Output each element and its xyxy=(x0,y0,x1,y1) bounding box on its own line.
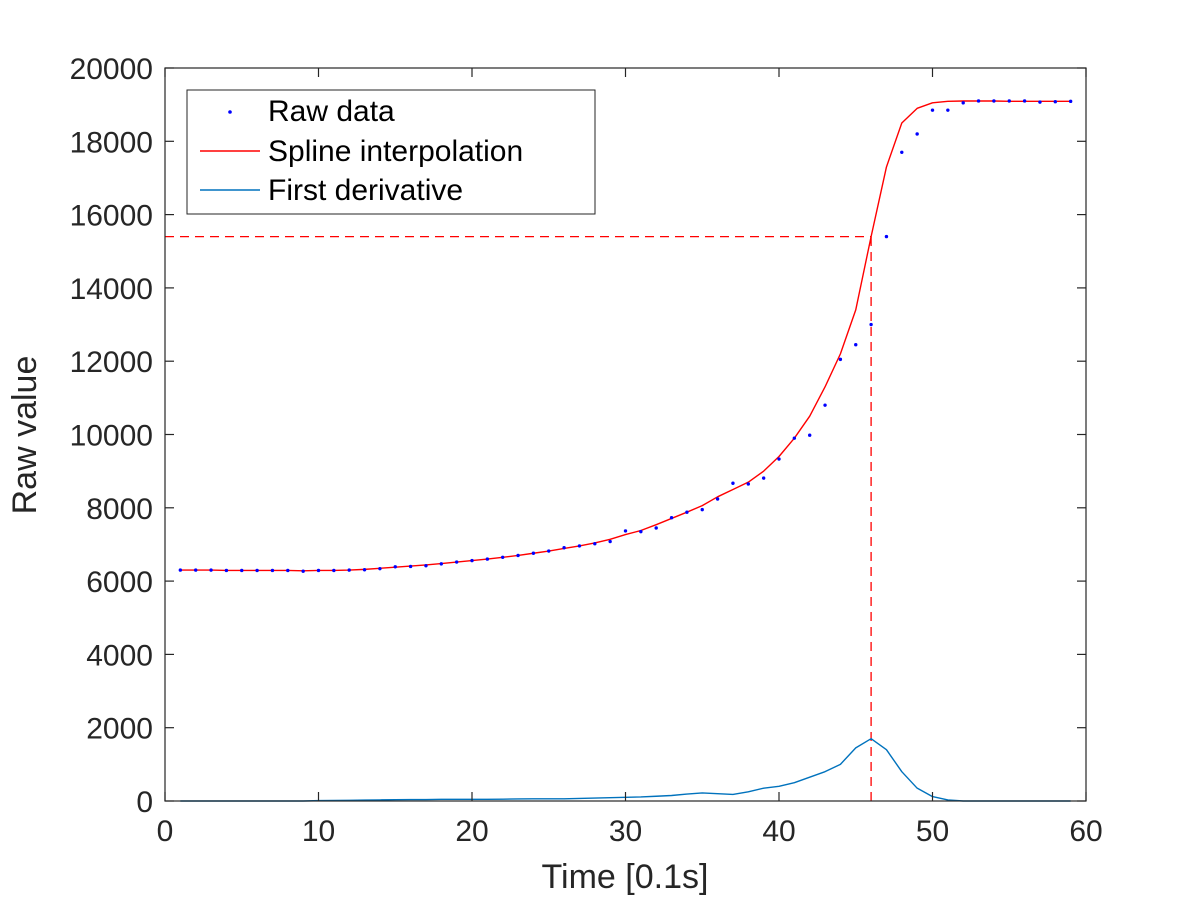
data-point xyxy=(485,557,490,561)
y-tick-label: 10000 xyxy=(70,420,153,453)
x-tick-label: 20 xyxy=(455,815,488,848)
data-point xyxy=(823,403,827,407)
data-point xyxy=(194,568,198,572)
data-point xyxy=(562,546,566,550)
data-point xyxy=(593,542,597,546)
legend-label-spline: Spline interpolation xyxy=(268,135,523,168)
ticks-layer: 0 10 20 30 40 50 60 0 2000 4000 6000 8000 10000 12000… xyxy=(70,53,1103,848)
data-point xyxy=(547,549,551,553)
data-point xyxy=(1053,100,1058,104)
y-tick-label: 2000 xyxy=(86,713,153,746)
data-point xyxy=(286,568,290,573)
data-point xyxy=(608,539,612,544)
y-tick-label: 4000 xyxy=(86,639,153,672)
data-point xyxy=(1068,99,1073,104)
data-point xyxy=(930,108,935,112)
data-point xyxy=(316,568,321,573)
data-point xyxy=(992,99,996,103)
legend-label-derivative: First derivative xyxy=(268,174,463,207)
data-point xyxy=(531,551,536,555)
data-point xyxy=(946,108,950,112)
data-point xyxy=(715,497,720,501)
data-point xyxy=(577,544,582,548)
x-tick-label: 50 xyxy=(916,815,949,848)
data-point xyxy=(1038,100,1042,104)
data-point xyxy=(240,568,244,573)
data-point xyxy=(501,555,505,559)
data-point xyxy=(516,553,520,558)
legend-box xyxy=(186,89,596,215)
data-point xyxy=(1022,99,1027,103)
data-point xyxy=(332,568,336,573)
data-point xyxy=(669,515,674,520)
data-point xyxy=(255,568,259,573)
series-line-1 xyxy=(180,100,1071,572)
data-point xyxy=(424,564,428,568)
data-point xyxy=(792,436,797,440)
data-point xyxy=(1007,99,1011,103)
data-point xyxy=(270,568,275,573)
data-point xyxy=(869,322,873,327)
y-tick-label: 20000 xyxy=(70,53,153,86)
data-point xyxy=(209,568,213,572)
data-point xyxy=(976,99,981,103)
data-point xyxy=(808,433,812,437)
data-point xyxy=(838,357,843,362)
legend-marker-raw-data xyxy=(228,110,232,114)
x-axis-label: Time [0.1s] xyxy=(542,858,709,896)
x-tick-label: 60 xyxy=(1069,815,1102,848)
data-point xyxy=(915,132,919,136)
data-point xyxy=(301,569,305,573)
series-points-0 xyxy=(178,99,1073,573)
data-point xyxy=(854,343,858,347)
y-tick-label: 6000 xyxy=(86,566,153,599)
data-point xyxy=(470,558,474,563)
data-point xyxy=(700,507,704,512)
data-point xyxy=(961,101,965,105)
data-point xyxy=(393,565,397,569)
x-tick-label: 30 xyxy=(609,815,642,848)
data-point xyxy=(761,476,766,480)
data-point xyxy=(347,568,351,572)
data-point xyxy=(639,529,643,534)
data-point xyxy=(654,526,658,530)
data-point xyxy=(623,529,628,533)
legend-label-raw-data: Raw data xyxy=(268,95,395,128)
y-tick-label: 8000 xyxy=(86,493,153,526)
y-tick-label: 14000 xyxy=(70,273,153,306)
data-point xyxy=(439,562,443,566)
x-tick-label: 10 xyxy=(302,815,335,848)
legend: Raw data Spline interpolation First deri… xyxy=(186,89,596,215)
data-point xyxy=(777,457,781,461)
data-point xyxy=(454,560,459,564)
x-tick-label: 0 xyxy=(157,815,174,848)
data-point xyxy=(731,481,735,485)
y-tick-label: 12000 xyxy=(70,346,153,379)
data-point xyxy=(224,568,229,573)
y-axis-label: Raw value xyxy=(6,356,44,515)
x-tick-label: 40 xyxy=(762,815,795,848)
y-tick-label: 0 xyxy=(136,786,153,819)
y-tick-label: 18000 xyxy=(70,126,153,159)
data-point xyxy=(378,566,382,571)
reference-lines xyxy=(165,235,872,801)
y-tick-label: 16000 xyxy=(70,200,153,233)
data-point xyxy=(362,568,367,572)
data-point xyxy=(900,150,904,154)
data-point xyxy=(178,568,183,572)
data-point xyxy=(685,510,689,514)
data-point xyxy=(746,482,750,486)
data-point xyxy=(408,564,413,569)
data-point xyxy=(884,234,889,239)
